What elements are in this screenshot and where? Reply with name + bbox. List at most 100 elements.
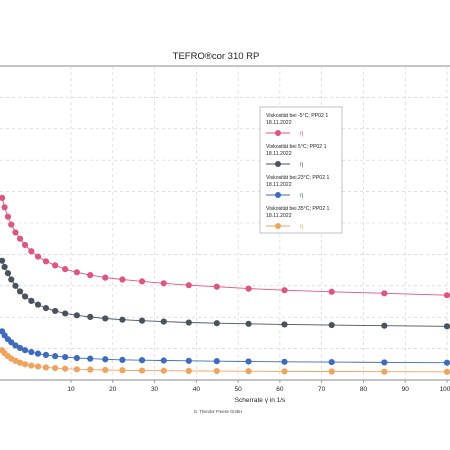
data-point	[328, 359, 335, 366]
data-point	[443, 323, 450, 330]
data-point	[185, 319, 192, 326]
data-point	[4, 270, 12, 277]
data-point	[21, 293, 29, 300]
data-point	[52, 364, 59, 372]
legend-swatch-marker	[275, 130, 281, 136]
data-point	[102, 366, 109, 374]
data-point	[381, 290, 388, 297]
x-tick-label: 40	[193, 386, 201, 393]
chart-title: TEFRO®cor 310 RP	[173, 51, 260, 62]
data-point	[52, 353, 59, 360]
legend-swatch-marker	[275, 192, 281, 198]
data-point	[12, 342, 19, 349]
data-point	[34, 350, 42, 357]
legend: Viskosität bei -5°C; PP02 1 18.11.2022 η Vi…	[259, 106, 343, 234]
data-point	[16, 288, 24, 295]
data-point	[281, 368, 288, 375]
data-point	[8, 276, 15, 283]
data-point	[102, 315, 109, 322]
data-point	[160, 357, 167, 364]
data-point	[185, 367, 192, 374]
legend-symbol: η	[300, 162, 303, 168]
x-tick-label: 90	[402, 386, 410, 393]
x-tick-label: 60	[276, 386, 284, 393]
data-point	[87, 366, 94, 373]
x-axis-label: Scherrate γ̇ in 1/s	[235, 397, 286, 404]
data-point	[62, 266, 69, 273]
data-point	[16, 344, 24, 352]
data-point	[34, 253, 42, 260]
data-point	[213, 320, 220, 327]
data-point	[119, 316, 126, 323]
data-point	[42, 304, 50, 312]
legend-label: Viskosität bei 23°C; PP02 1 18.11.2022	[266, 175, 330, 188]
x-tick-label: 100	[440, 386, 450, 393]
data-point	[119, 356, 126, 364]
data-point	[52, 262, 59, 269]
footer-credit: G. Theodor Freese GmbH	[194, 409, 243, 414]
data-point	[160, 367, 167, 374]
data-point	[185, 357, 192, 364]
data-point	[213, 358, 220, 365]
data-point	[42, 351, 50, 358]
data-point	[443, 368, 450, 375]
data-point	[281, 321, 288, 328]
data-point	[245, 285, 252, 292]
data-point	[28, 348, 35, 356]
data-point	[16, 235, 24, 242]
grid	[0, 66, 450, 380]
data-point	[21, 361, 29, 368]
series-4	[0, 347, 450, 375]
data-point	[281, 287, 288, 294]
legend-box	[259, 106, 343, 234]
legend-label: Viskosität bei -5°C; PP02 1 18.11.2022	[266, 113, 328, 126]
data-point	[213, 283, 220, 290]
data-point	[8, 221, 15, 228]
x-tick-label: 50	[235, 386, 243, 393]
data-point	[185, 282, 192, 289]
data-point	[160, 318, 167, 325]
data-point	[0, 194, 6, 201]
data-point	[73, 312, 80, 319]
data-point	[62, 310, 69, 317]
x-tick-label: 10	[67, 386, 75, 393]
data-point	[16, 359, 24, 366]
series-2	[0, 257, 450, 330]
x-axis-ticks: 10 20 30 40 50 60 70 80 90 100	[67, 380, 450, 393]
data-point	[42, 258, 50, 265]
data-point	[138, 317, 146, 324]
data-point	[213, 367, 220, 375]
data-point	[443, 359, 450, 366]
legend-symbol: η	[300, 131, 303, 137]
data-point	[73, 354, 80, 362]
x-tick-label: 70	[318, 386, 326, 393]
data-point	[281, 358, 288, 365]
plot-frame	[0, 65, 450, 381]
x-tick-label: 80	[360, 386, 368, 393]
data-point	[119, 276, 126, 283]
data-point	[87, 313, 94, 320]
data-point	[34, 363, 42, 370]
data-point	[138, 357, 146, 364]
data-point	[28, 297, 35, 304]
series-line	[1, 197, 448, 296]
legend-swatch-marker	[275, 223, 281, 229]
data-point	[381, 322, 388, 329]
x-tick-label: 30	[151, 386, 159, 393]
data-point	[12, 282, 19, 289]
data-point	[52, 307, 59, 315]
data-point	[28, 248, 35, 255]
data-point	[160, 280, 167, 287]
x-tick-label: 20	[109, 386, 117, 393]
data-point	[87, 272, 94, 279]
legend-label: Viskosität bei 5°C; PP02 1 18.11.2022	[266, 144, 327, 157]
legend-swatch-marker	[275, 161, 281, 167]
data-point	[0, 257, 6, 264]
data-point	[328, 288, 335, 295]
data-point	[28, 362, 35, 369]
data-point	[87, 355, 94, 362]
data-point	[245, 368, 252, 375]
data-point	[34, 301, 42, 308]
data-point	[62, 353, 69, 361]
